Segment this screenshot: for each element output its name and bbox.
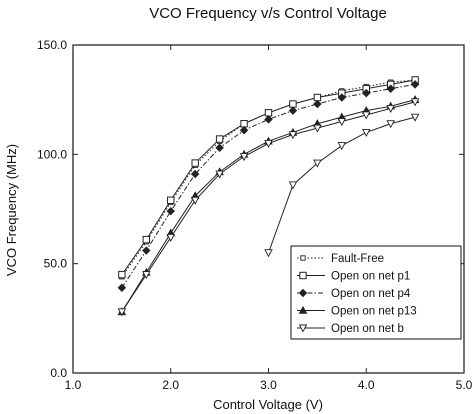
x-tick-label: 5.0 bbox=[456, 378, 473, 392]
data-point bbox=[337, 93, 347, 102]
data-point bbox=[215, 143, 224, 152]
data-point bbox=[386, 104, 395, 113]
data-point bbox=[167, 196, 175, 204]
data-point bbox=[118, 270, 126, 279]
data-point bbox=[313, 159, 322, 168]
data-point bbox=[264, 109, 273, 117]
data-point bbox=[264, 249, 273, 258]
data-point bbox=[410, 98, 420, 107]
data-point bbox=[313, 99, 322, 109]
data-point bbox=[166, 206, 175, 216]
data-point bbox=[117, 308, 127, 317]
data-point bbox=[288, 181, 298, 190]
x-tick-label: 2.0 bbox=[162, 378, 179, 392]
data-point bbox=[239, 126, 249, 135]
y-tick-label: 50.0 bbox=[44, 257, 68, 271]
x-tick-label: 4.0 bbox=[358, 378, 375, 392]
data-point bbox=[215, 170, 224, 179]
data-point bbox=[386, 120, 395, 129]
data-point bbox=[117, 283, 127, 292]
series-4 bbox=[117, 98, 420, 317]
legend-label: Fault-Free bbox=[331, 253, 384, 265]
legend-label: Open on net p1 bbox=[331, 271, 410, 283]
chart-legend: Fault-Free Open on net p1 Open on net p4 Op… bbox=[290, 245, 462, 340]
data-point bbox=[240, 120, 248, 128]
legend-entry: Open on net p4 bbox=[297, 288, 411, 300]
data-point bbox=[264, 139, 273, 148]
data-point bbox=[166, 233, 175, 242]
data-point bbox=[362, 111, 371, 120]
data-point bbox=[362, 88, 371, 98]
data-point bbox=[239, 153, 249, 162]
data-point bbox=[142, 271, 151, 280]
x-axis-label: Control Voltage (V) bbox=[213, 397, 323, 412]
data-point bbox=[215, 135, 224, 143]
legend-label: Open on net p13 bbox=[331, 306, 417, 318]
legend-marker bbox=[298, 305, 308, 314]
data-point bbox=[337, 118, 347, 127]
legend-entry: Open on net p1 bbox=[297, 271, 410, 283]
series-5 bbox=[264, 113, 420, 258]
y-tick-label: 100.0 bbox=[37, 147, 67, 161]
legend-entry: Open on net b bbox=[297, 323, 404, 335]
x-tick-label: 3.0 bbox=[260, 378, 277, 392]
data-point bbox=[289, 100, 297, 108]
legend-marker bbox=[300, 255, 306, 261]
legend-entry: Fault-Free bbox=[297, 253, 384, 265]
legend-marker bbox=[299, 271, 307, 280]
series-1 bbox=[118, 76, 419, 279]
data-point bbox=[362, 129, 371, 138]
data-point bbox=[313, 93, 322, 102]
series-2 bbox=[117, 80, 420, 292]
data-point bbox=[410, 113, 420, 122]
y-tick-labels: 0.0 50.0 100.0 150.0 bbox=[37, 38, 67, 380]
y-axis-label: VCO Frequency (MHz) bbox=[4, 144, 19, 276]
legend-marker bbox=[298, 288, 308, 298]
legend-label: Open on net b bbox=[331, 323, 404, 335]
data-point bbox=[337, 142, 347, 151]
x-tick-labels: 1.0 2.0 3.0 4.0 5.0 bbox=[65, 378, 473, 392]
legend-marker bbox=[298, 324, 308, 333]
data-point bbox=[190, 196, 200, 205]
chart-title: VCO Frequency v/s Control Voltage bbox=[149, 5, 387, 22]
data-point bbox=[288, 106, 298, 115]
data-point bbox=[142, 246, 151, 255]
data-point bbox=[386, 84, 395, 93]
data-point bbox=[142, 235, 151, 244]
axis-ticks bbox=[72, 44, 465, 374]
data-point bbox=[190, 169, 200, 179]
x-tick-label: 1.0 bbox=[65, 378, 82, 392]
data-point bbox=[313, 124, 322, 133]
y-tick-label: 150.0 bbox=[37, 38, 67, 52]
legend-label: Open on net p4 bbox=[331, 288, 411, 300]
data-point bbox=[410, 80, 420, 89]
series-layer bbox=[117, 76, 420, 317]
data-point bbox=[288, 131, 298, 140]
series-line bbox=[268, 116, 416, 253]
data-point bbox=[264, 115, 273, 124]
data-point bbox=[191, 159, 199, 167]
y-tick-label: 0.0 bbox=[50, 366, 67, 380]
legend-entry: Open on net p13 bbox=[297, 306, 417, 318]
